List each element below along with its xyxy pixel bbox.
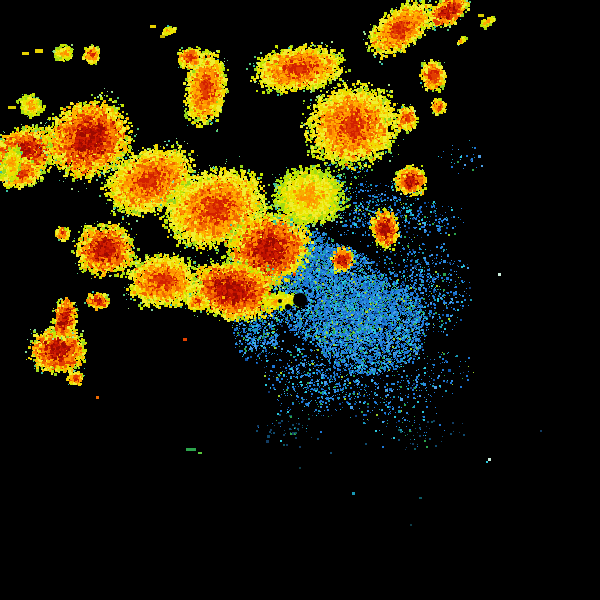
radar-reflectivity-image	[0, 0, 600, 600]
radar-display	[0, 0, 600, 600]
